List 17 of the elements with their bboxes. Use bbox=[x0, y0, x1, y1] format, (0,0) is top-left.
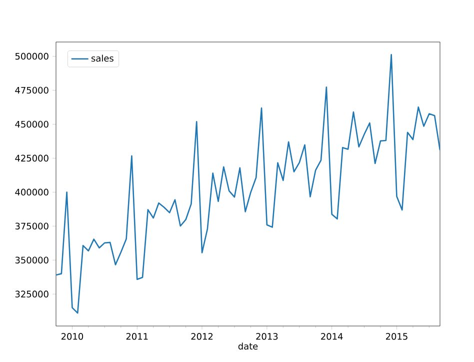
y-tick-label: 400000 bbox=[15, 188, 48, 196]
y-tick-label: 450000 bbox=[15, 120, 48, 128]
y-tick-label: 325000 bbox=[15, 290, 48, 298]
x-tick-label: 2013 bbox=[256, 333, 278, 340]
y-tick-label: 350000 bbox=[15, 256, 48, 264]
x-axis-title: date bbox=[238, 342, 258, 350]
y-tick-label: 375000 bbox=[15, 222, 48, 230]
x-tick-label: 2015 bbox=[386, 333, 408, 340]
x-tick-label: 2010 bbox=[61, 333, 84, 340]
y-tick-label: 500000 bbox=[15, 52, 48, 60]
legend-label: sales bbox=[91, 54, 114, 62]
x-tick-label: 2014 bbox=[321, 333, 343, 340]
x-tick-label: 2012 bbox=[191, 333, 213, 340]
y-tick-label: 425000 bbox=[15, 154, 48, 162]
line-series bbox=[56, 54, 440, 314]
y-tick-label: 475000 bbox=[15, 86, 48, 94]
x-tick-label: 2011 bbox=[126, 333, 148, 340]
